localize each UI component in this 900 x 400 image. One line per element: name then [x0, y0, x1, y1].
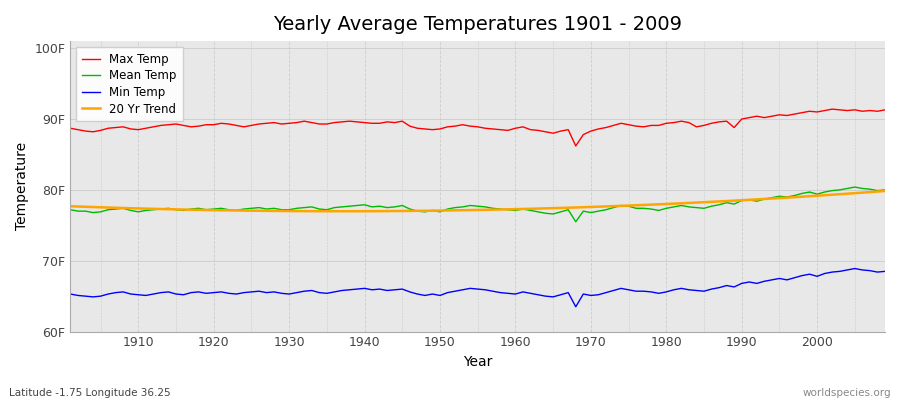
- Max Temp: [571, 144, 581, 148]
- Line: Min Temp: Min Temp: [70, 268, 885, 307]
- Mean Temp: [337, 204, 347, 209]
- Max Temp: [827, 107, 838, 112]
- 20 Yr Trend: [518, 206, 528, 211]
- Min Temp: [850, 266, 860, 271]
- Min Temp: [571, 304, 581, 309]
- Min Temp: [879, 269, 890, 274]
- 20 Yr Trend: [608, 204, 619, 208]
- Line: 20 Yr Trend: 20 Yr Trend: [70, 191, 885, 211]
- Mean Temp: [502, 207, 513, 212]
- Mean Temp: [292, 206, 302, 211]
- Mean Temp: [608, 205, 619, 210]
- 20 Yr Trend: [125, 206, 136, 211]
- X-axis label: Year: Year: [463, 355, 492, 369]
- Mean Temp: [571, 219, 581, 224]
- Min Temp: [65, 292, 76, 296]
- Mean Temp: [850, 185, 860, 190]
- Y-axis label: Temperature: Temperature: [15, 142, 29, 230]
- Text: worldspecies.org: worldspecies.org: [803, 388, 891, 398]
- Max Temp: [879, 108, 890, 112]
- Line: Mean Temp: Mean Temp: [70, 187, 885, 222]
- 20 Yr Trend: [292, 209, 302, 214]
- Max Temp: [125, 126, 136, 131]
- Min Temp: [502, 291, 513, 296]
- Min Temp: [510, 292, 521, 296]
- Mean Temp: [510, 208, 521, 213]
- Min Temp: [337, 288, 347, 293]
- Max Temp: [510, 126, 521, 131]
- Min Temp: [125, 292, 136, 296]
- Mean Temp: [125, 208, 136, 213]
- 20 Yr Trend: [65, 204, 76, 209]
- 20 Yr Trend: [879, 188, 890, 193]
- Title: Yearly Average Temperatures 1901 - 2009: Yearly Average Temperatures 1901 - 2009: [274, 15, 682, 34]
- Min Temp: [608, 288, 619, 293]
- 20 Yr Trend: [510, 207, 521, 212]
- Max Temp: [337, 120, 347, 124]
- Max Temp: [608, 123, 619, 128]
- Max Temp: [65, 126, 76, 131]
- 20 Yr Trend: [344, 209, 355, 214]
- Legend: Max Temp, Mean Temp, Min Temp, 20 Yr Trend: Max Temp, Mean Temp, Min Temp, 20 Yr Tre…: [76, 47, 183, 122]
- 20 Yr Trend: [337, 209, 347, 214]
- Max Temp: [502, 128, 513, 133]
- Min Temp: [292, 290, 302, 295]
- Line: Max Temp: Max Temp: [70, 109, 885, 146]
- Mean Temp: [65, 207, 76, 212]
- Text: Latitude -1.75 Longitude 36.25: Latitude -1.75 Longitude 36.25: [9, 388, 171, 398]
- Max Temp: [292, 120, 302, 125]
- Mean Temp: [879, 188, 890, 192]
